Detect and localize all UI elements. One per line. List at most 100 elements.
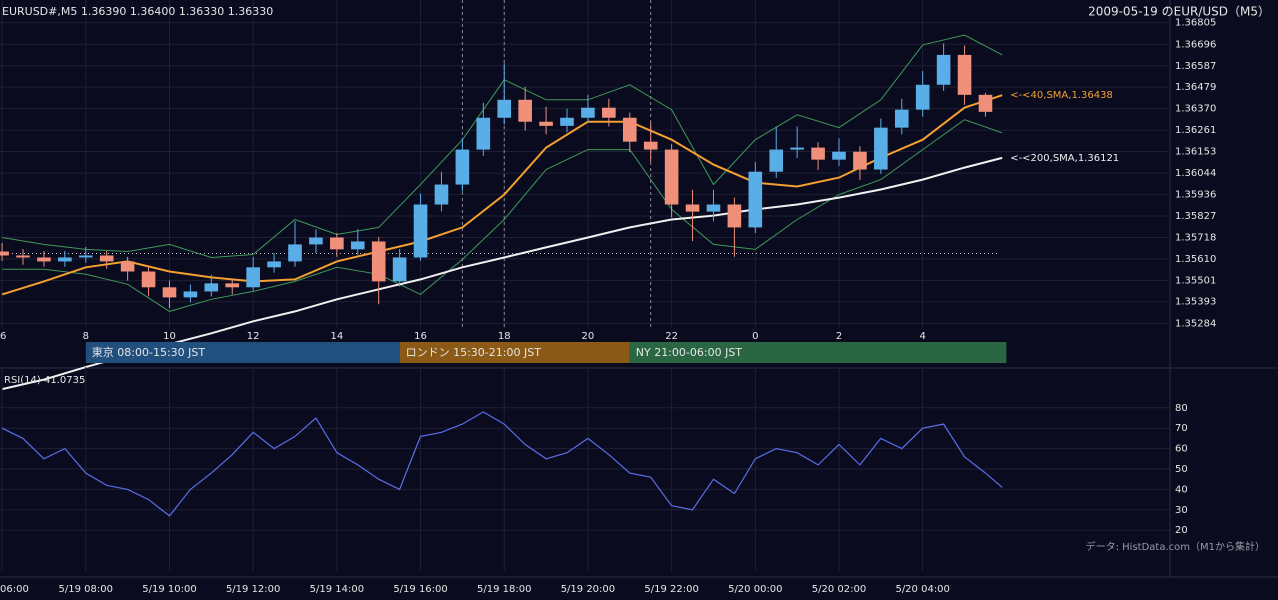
candle-body — [309, 237, 323, 245]
x-tick-label: 5/19 16:00 — [393, 584, 447, 595]
candle-body — [476, 117, 491, 150]
y-tick-label: 70 — [1175, 423, 1188, 434]
candle-body — [622, 117, 637, 142]
candle-body — [267, 261, 281, 268]
x-tick-label: 8 — [83, 331, 89, 342]
y-tick-label: 1.36261 — [1175, 125, 1216, 136]
candle-body — [874, 127, 888, 170]
candle-body — [664, 149, 679, 205]
candle-body — [539, 121, 553, 126]
candle-body — [936, 54, 951, 85]
x-tick-label: 5/19 20:00 — [561, 584, 615, 595]
y-tick-label: 80 — [1175, 403, 1188, 414]
x-tick-label: 20 — [582, 331, 595, 342]
candle-body — [915, 84, 930, 110]
candle-body — [350, 241, 365, 250]
session-label: NY 21:00-06:00 JST — [636, 346, 743, 359]
y-tick-label: 1.36479 — [1175, 82, 1216, 93]
plot-layer: 1.35284 1.35393 1.35501 1.35610 1.35718 1.358… — [0, 0, 1216, 595]
x-tick-label: 22 — [665, 331, 678, 342]
x-tick-label: 4 — [920, 331, 926, 342]
candle-body — [497, 99, 512, 118]
x-tick-label: 14 — [330, 331, 343, 342]
y-tick-label: 1.35284 — [1175, 318, 1216, 329]
y-tick-label: 60 — [1175, 444, 1188, 455]
candle-body — [957, 54, 972, 95]
y-tick-label: 50 — [1175, 464, 1188, 475]
x-tick-label: 16 — [414, 331, 427, 342]
x-tick-label: 5/20 04:00 — [895, 584, 949, 595]
session-bar — [629, 342, 1007, 363]
candle-body — [685, 204, 700, 212]
x-tick-label: 5/19 12:00 — [226, 584, 280, 595]
y-tick-label: 20 — [1175, 525, 1188, 536]
annotation: <-<200,SMA,1.36121 — [1010, 153, 1119, 164]
candle-body — [853, 151, 867, 170]
y-tick-label: 1.36044 — [1175, 168, 1216, 179]
candle-body — [288, 244, 302, 262]
x-tick-label: 5/20 00:00 — [728, 584, 782, 595]
y-tick-label: 1.36805 — [1175, 18, 1216, 29]
annotation: <-<40,SMA,1.36438 — [1010, 90, 1113, 101]
candle-body — [225, 283, 240, 288]
candle-body — [58, 257, 72, 262]
candle-body — [78, 255, 93, 258]
x-tick-label: 5/19 22:00 — [644, 584, 698, 595]
candle-body — [120, 261, 135, 272]
indicator-line — [2, 119, 1003, 312]
y-tick-label: 1.36370 — [1175, 104, 1216, 115]
x-tick-label: 5/19 14:00 — [310, 584, 364, 595]
y-tick-label: 1.35827 — [1175, 211, 1216, 222]
candle-body — [832, 151, 846, 160]
panel-title: RSI(14) 41.0735 — [4, 375, 85, 386]
x-tick-label: 5/19 18:00 — [477, 584, 531, 595]
candle-body — [790, 147, 804, 150]
x-tick-label: 2 — [836, 331, 842, 342]
candle-body — [894, 109, 909, 128]
candle-body — [0, 251, 9, 256]
page-title: 2009-05-19 のEUR/USD（M5） — [1088, 5, 1270, 19]
y-tick-label: 1.36153 — [1175, 147, 1216, 158]
candle-body — [455, 149, 470, 185]
x-tick-label: 5/19 10:00 — [142, 584, 196, 595]
y-tick-label: 1.35718 — [1175, 233, 1216, 244]
candle-body — [246, 267, 260, 288]
y-tick-label: 1.35936 — [1175, 189, 1216, 200]
rsi-line — [1, 411, 1003, 517]
x-tick-label: 5/20 02:00 — [812, 584, 866, 595]
session-label: ロンドン 15:30-21:00 JST — [406, 346, 542, 359]
credit: データ: HistData.com（M1から集計） — [1086, 540, 1265, 553]
candle-body — [581, 107, 595, 118]
candle-body — [371, 241, 386, 282]
candle-body — [413, 204, 428, 258]
candle-body — [560, 117, 574, 126]
candle-body — [162, 287, 177, 298]
session-label: 東京 08:00-15:30 JST — [92, 345, 206, 359]
candle-body — [727, 204, 742, 228]
x-tick-label: 18 — [498, 331, 511, 342]
candle-body — [99, 255, 114, 262]
candle-body — [16, 255, 30, 258]
session-bar — [399, 342, 630, 363]
candle-body — [141, 271, 156, 288]
candle-body — [183, 291, 198, 298]
candle-body — [748, 171, 763, 228]
x-tick-label: 12 — [247, 331, 260, 342]
candle-body — [204, 283, 219, 292]
x-tick-label: 6 — [0, 331, 6, 342]
y-tick-label: 1.35501 — [1175, 275, 1216, 286]
y-tick-label: 30 — [1175, 505, 1188, 516]
candle-body — [330, 237, 344, 250]
x-tick-label: 0 — [752, 331, 758, 342]
candle-body — [518, 99, 532, 122]
candle-body — [769, 149, 784, 172]
indicator-line — [1, 94, 1003, 296]
symbol-info: EURUSD#,M5 1.36390 1.36400 1.36330 1.363… — [2, 5, 273, 18]
x-tick-label: 10 — [163, 331, 176, 342]
candle-body — [602, 107, 616, 118]
candle-body — [978, 94, 993, 112]
y-tick-label: 40 — [1175, 484, 1188, 495]
y-tick-label: 1.35610 — [1175, 254, 1216, 265]
